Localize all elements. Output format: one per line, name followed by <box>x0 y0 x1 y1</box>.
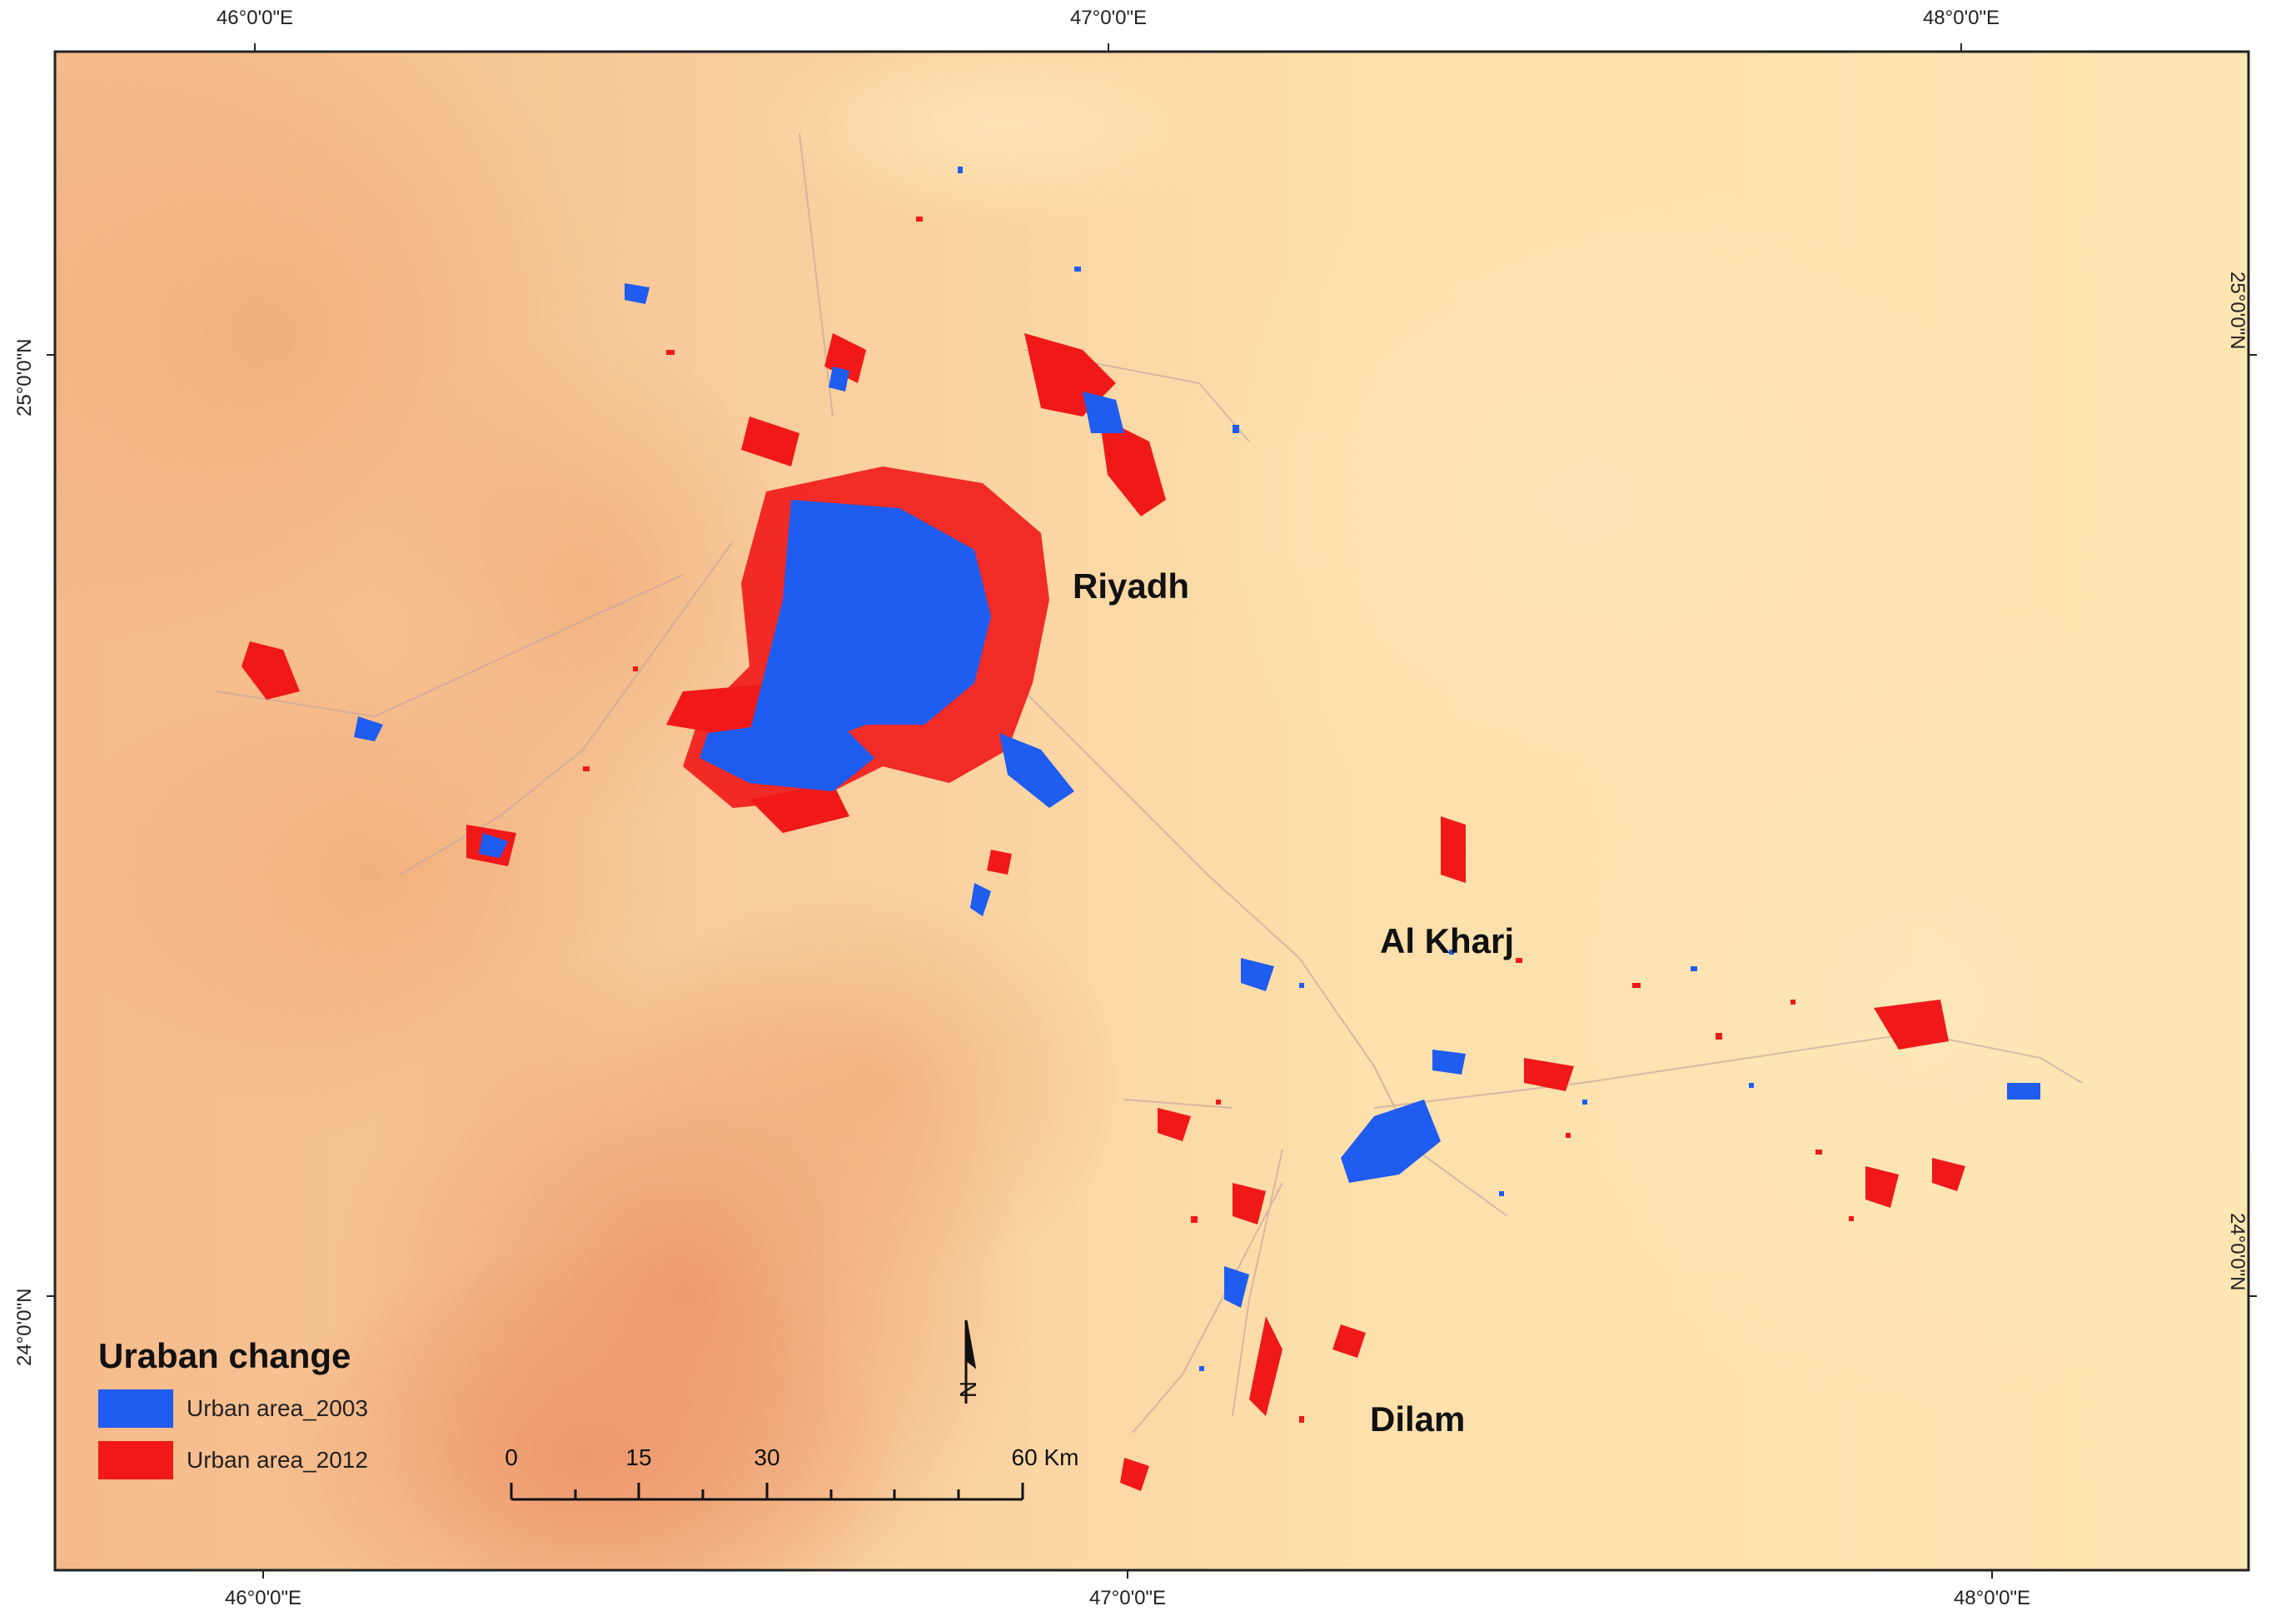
legend-label-2012: Urban area_2012 <box>187 1447 368 1473</box>
graticule-bottom-47: 47°0'0"E <box>1088 1587 1167 1609</box>
scale-label-15: 15 <box>625 1444 652 1470</box>
north-arrow-icon: N <box>955 1319 981 1404</box>
legend-swatch-2012 <box>98 1441 173 1479</box>
graticule-bottom-46: 46°0'0"E <box>224 1587 302 1609</box>
graticule-right-25: 25°0'0"N <box>2226 272 2249 350</box>
graticule-top-48: 48°0'0"E <box>1922 7 2000 29</box>
graticule-top-46: 46°0'0"E <box>216 7 294 29</box>
legend-item-2003: Urban area_2003 <box>98 1389 368 1428</box>
graticule-left-25: 25°0'0"N <box>13 338 36 416</box>
legend-item-2012: Urban area_2012 <box>98 1441 368 1479</box>
place-label-al-kharj: Al Kharj <box>1380 921 1515 960</box>
urban-2003-areas <box>354 283 2040 1308</box>
graticule-top-47: 47°0'0"E <box>1069 7 1148 29</box>
north-arrow-label: N <box>955 1381 981 1398</box>
legend-label-2003: Urban area_2003 <box>187 1395 368 1421</box>
legend-swatch-2003 <box>98 1389 173 1428</box>
scale-label-0: 0 <box>505 1444 518 1470</box>
legend-title: Uraban change <box>98 1336 351 1375</box>
legend: Uraban change Urban area_2003 Urban area… <box>98 1336 368 1493</box>
scale-bar <box>510 1483 1024 1501</box>
place-label-dilam: Dilam <box>1370 1399 1466 1439</box>
place-label-riyadh: Riyadh <box>1073 566 1190 606</box>
graticule-right-24: 24°0'0"N <box>2226 1213 2249 1291</box>
graticule-left-24: 24°0'0"N <box>13 1288 36 1366</box>
scale-label-30: 30 <box>754 1444 780 1470</box>
urban-specks <box>583 167 1854 1423</box>
scale-label-60: 60 Km <box>1011 1444 1079 1470</box>
graticule-bottom-48: 48°0'0"E <box>1953 1587 2031 1609</box>
